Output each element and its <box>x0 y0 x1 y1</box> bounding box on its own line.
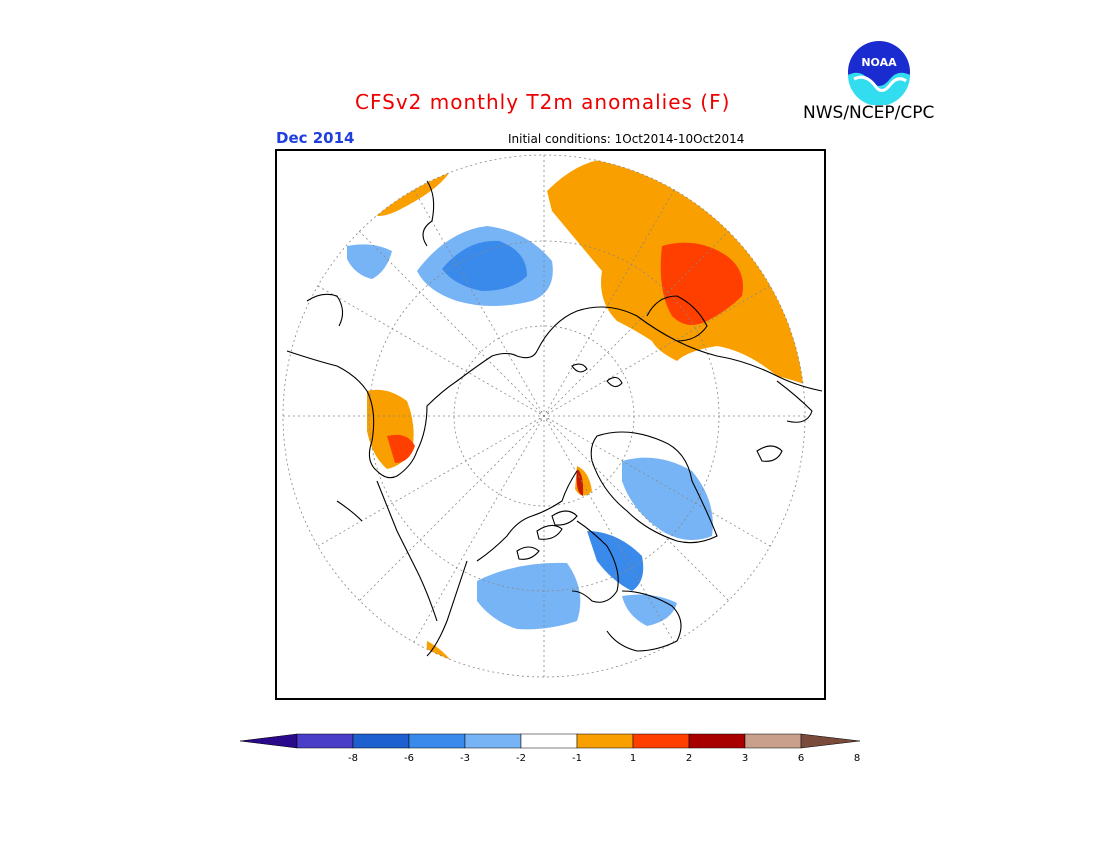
agency-label: NWS/NCEP/CPC <box>803 103 935 123</box>
coastlines <box>286 180 823 657</box>
colorbar-arrow-low <box>239 733 298 749</box>
colorbar-tick-label: 1 <box>629 753 637 764</box>
colorbar-tick-label: -1 <box>572 753 582 764</box>
anomaly-warm-cap <box>369 168 449 216</box>
colorbar-tick-label: 6 <box>797 753 805 764</box>
colorbar-cell <box>576 733 634 749</box>
colorbar-tick-label: -6 <box>404 753 414 764</box>
colorbar-tick-label: 8 <box>853 753 861 764</box>
noaa-logo: NOAA <box>848 41 910 105</box>
colorbar-cell <box>744 733 802 749</box>
colorbar-cell <box>688 733 746 749</box>
colorbar-arrow-high <box>800 733 861 749</box>
anomaly-hot-greenland-edge <box>576 469 584 496</box>
forecast-month: Dec 2014 <box>276 129 355 147</box>
colorbar-tick-label: 3 <box>741 753 749 764</box>
colorbar-tick-label: 2 <box>685 753 693 764</box>
logo-text: NOAA <box>861 56 897 69</box>
graticule <box>282 154 806 678</box>
colorbar-cell <box>520 733 578 749</box>
initial-conditions: Initial conditions: 1Oct2014-10Oct2014 <box>508 132 745 146</box>
colorbar-tick-label: -8 <box>348 753 358 764</box>
anomaly-colder-hudson <box>587 531 644 591</box>
anomaly-cold-atlantic <box>622 594 677 626</box>
map-frame <box>275 149 826 700</box>
anomaly-cold-greenland <box>622 457 713 540</box>
anomaly-hot-east-asia <box>387 434 415 463</box>
anomaly-colder-siberia <box>442 240 527 291</box>
anomaly-cold-west <box>347 244 392 279</box>
polar-map <box>282 154 823 678</box>
colorbar-tick-label: -3 <box>460 753 470 764</box>
map-title: CFSv2 monthly T2m anomalies (F) <box>355 90 731 114</box>
colorbar-cell <box>632 733 690 749</box>
colorbar <box>239 733 861 749</box>
colorbar-cell <box>296 733 354 749</box>
anomaly-hot-eurasia <box>660 242 743 325</box>
colorbar-cell <box>408 733 466 749</box>
colorbar-cell <box>352 733 410 749</box>
anomaly-warm-pacific-nw <box>426 641 462 677</box>
anomaly-cold-canada <box>477 562 581 630</box>
colorbar-cell <box>464 733 522 749</box>
colorbar-tick-label: -2 <box>516 753 526 764</box>
